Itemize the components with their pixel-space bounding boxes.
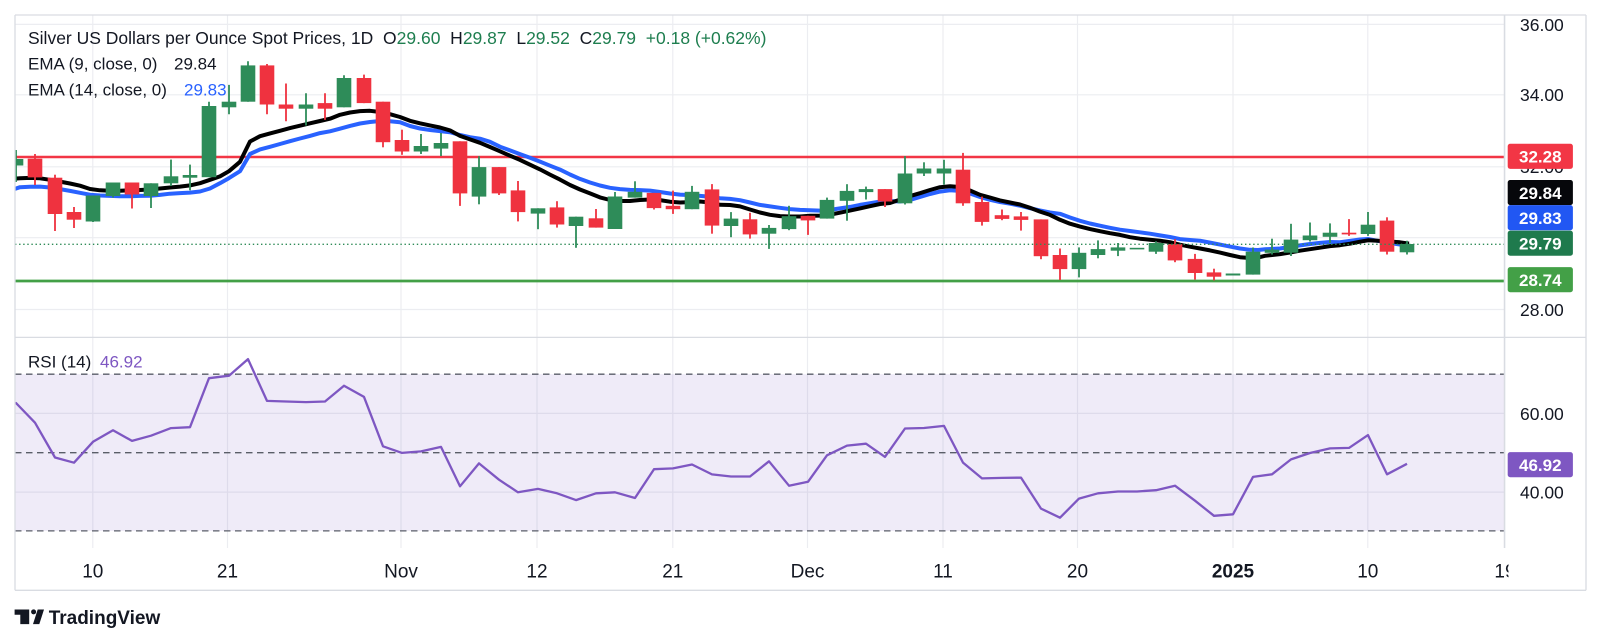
svg-text:36.00: 36.00 (1520, 15, 1564, 35)
svg-text:11: 11 (933, 561, 953, 582)
svg-text:12: 12 (526, 561, 547, 582)
svg-text:29.79: 29.79 (1519, 234, 1562, 253)
svg-text:29.83: 29.83 (184, 81, 227, 100)
svg-text:28.00: 28.00 (1520, 300, 1564, 320)
svg-text:10: 10 (1357, 561, 1378, 582)
svg-text:60.00: 60.00 (1520, 404, 1564, 424)
svg-text:34.00: 34.00 (1520, 85, 1564, 105)
svg-text:TradingView: TradingView (49, 608, 161, 629)
svg-text:28.74: 28.74 (1519, 271, 1562, 290)
svg-text:10: 10 (82, 561, 103, 582)
svg-text:20: 20 (1067, 561, 1088, 582)
svg-text:RSI (14): RSI (14) (28, 353, 91, 372)
svg-text:2025: 2025 (1212, 561, 1255, 582)
svg-text:29.84: 29.84 (174, 55, 217, 74)
svg-text:29.83: 29.83 (1519, 209, 1562, 228)
svg-text:19: 19 (1494, 561, 1515, 582)
svg-text:46.92: 46.92 (1519, 456, 1562, 475)
svg-text:40.00: 40.00 (1520, 483, 1564, 503)
svg-text:Dec: Dec (791, 561, 825, 582)
svg-text:21: 21 (662, 561, 683, 582)
svg-text:Silver US Dollars per Ounce Sp: Silver US Dollars per Ounce Spot Prices,… (28, 28, 766, 48)
svg-text:EMA (14, close, 0): EMA (14, close, 0) (28, 81, 167, 100)
svg-text:Nov: Nov (384, 561, 418, 582)
svg-text:EMA (9, close, 0): EMA (9, close, 0) (28, 55, 157, 74)
svg-text:21: 21 (217, 561, 238, 582)
svg-text:32.28: 32.28 (1519, 148, 1562, 167)
svg-text:46.92: 46.92 (100, 353, 143, 372)
svg-text:29.84: 29.84 (1519, 184, 1562, 203)
